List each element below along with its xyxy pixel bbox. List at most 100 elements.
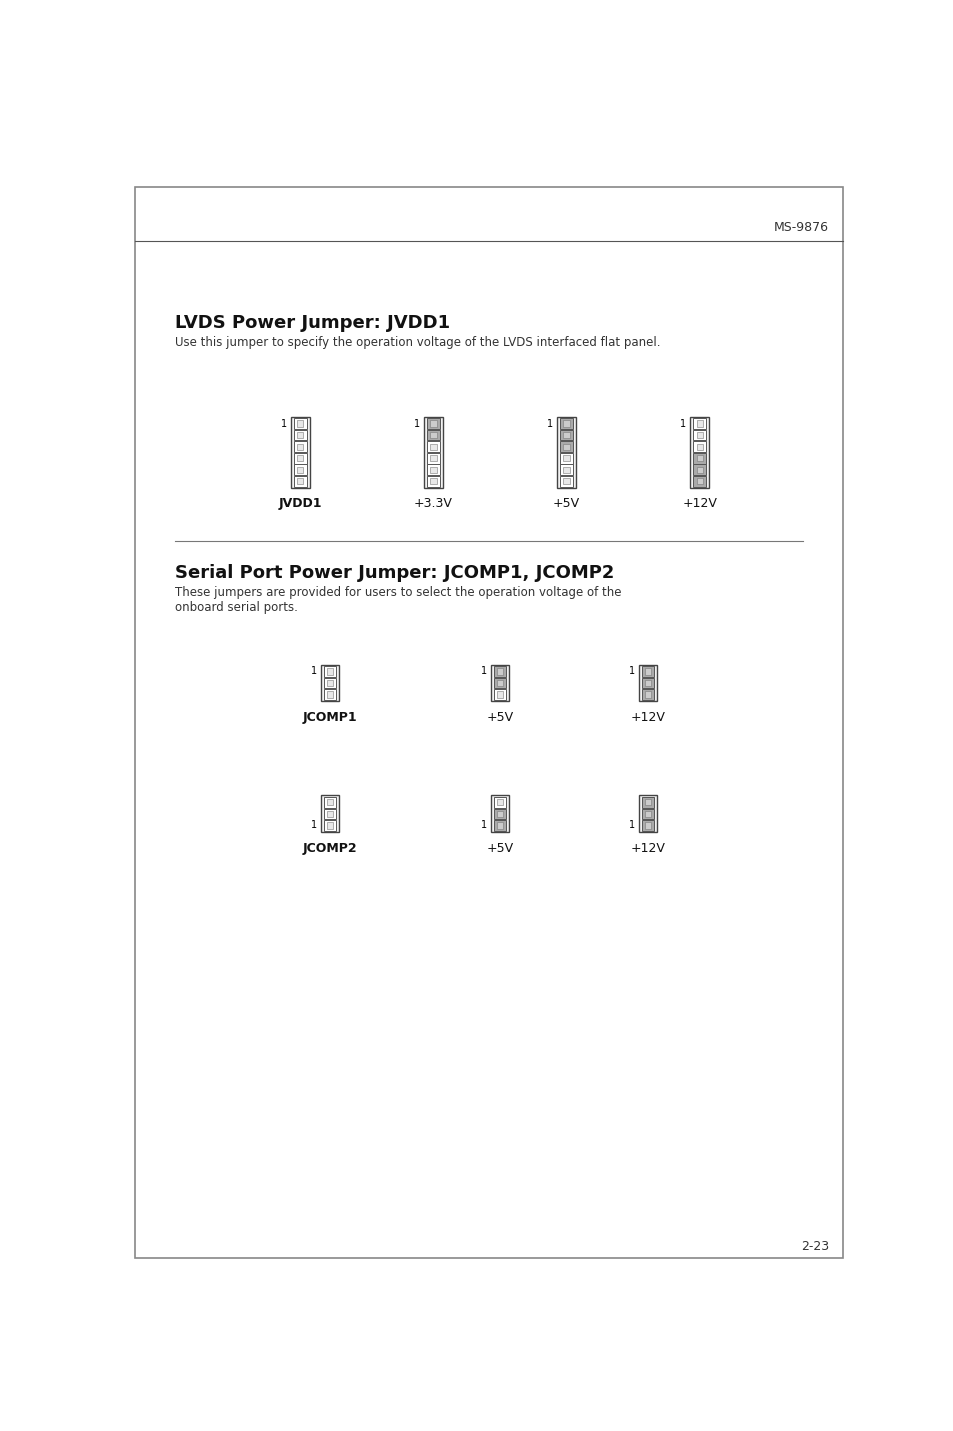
Bar (323, 820, 335, 831)
Bar (563, 444, 569, 449)
Text: 1: 1 (480, 820, 486, 830)
Bar (424, 416, 442, 488)
Text: 1: 1 (311, 667, 316, 677)
Text: These jumpers are provided for users to select the operation voltage of the
onbo: These jumpers are provided for users to … (174, 585, 621, 614)
Bar (494, 820, 506, 831)
Bar (497, 680, 502, 685)
Bar (490, 796, 509, 833)
Bar (641, 797, 654, 807)
Bar (497, 800, 502, 806)
Bar (494, 690, 506, 700)
Text: JCOMP1: JCOMP1 (302, 711, 357, 724)
Bar (327, 668, 333, 674)
Bar (693, 464, 705, 475)
Bar (559, 464, 572, 475)
Bar (323, 665, 335, 677)
Bar (696, 421, 702, 426)
Bar (641, 678, 654, 688)
Bar (323, 797, 335, 807)
Text: +5V: +5V (486, 711, 513, 724)
Bar (644, 811, 650, 817)
Bar (297, 478, 303, 484)
Bar (641, 690, 654, 700)
Text: 1: 1 (281, 418, 287, 428)
Bar (644, 800, 650, 806)
Bar (563, 455, 569, 461)
Bar (430, 444, 436, 449)
Bar (294, 441, 306, 452)
Bar (294, 464, 306, 475)
Bar (563, 478, 569, 484)
Bar (559, 418, 572, 429)
Text: +12V: +12V (681, 498, 717, 511)
Text: JCOMP2: JCOMP2 (302, 841, 357, 854)
Text: +12V: +12V (630, 711, 664, 724)
Bar (563, 421, 569, 426)
Text: +12V: +12V (630, 841, 664, 854)
Bar (696, 467, 702, 472)
Bar (693, 429, 705, 441)
Bar (559, 452, 572, 464)
Bar (494, 665, 506, 677)
Bar (696, 478, 702, 484)
Bar (427, 441, 439, 452)
Bar (327, 811, 333, 817)
Bar (696, 444, 702, 449)
Text: Use this jumper to specify the operation voltage of the LVDS interfaced flat pan: Use this jumper to specify the operation… (174, 336, 659, 349)
Bar (327, 680, 333, 685)
Bar (323, 809, 335, 820)
Bar (494, 797, 506, 807)
Bar (327, 691, 333, 698)
Bar (557, 416, 576, 488)
Bar (327, 800, 333, 806)
Text: LVDS Power Jumper: JVDD1: LVDS Power Jumper: JVDD1 (174, 315, 450, 332)
Bar (427, 418, 439, 429)
Text: 1: 1 (679, 418, 686, 428)
Bar (430, 432, 436, 438)
Bar (427, 464, 439, 475)
Text: +5V: +5V (486, 841, 513, 854)
Bar (494, 809, 506, 820)
Bar (644, 823, 650, 829)
Bar (559, 429, 572, 441)
Text: +3.3V: +3.3V (414, 498, 453, 511)
Text: +5V: +5V (553, 498, 579, 511)
Bar (291, 416, 310, 488)
Text: 1: 1 (311, 820, 316, 830)
Bar (497, 823, 502, 829)
Bar (323, 678, 335, 688)
Bar (320, 664, 339, 701)
Bar (559, 477, 572, 487)
Text: 1: 1 (628, 667, 634, 677)
Bar (563, 432, 569, 438)
Text: 1: 1 (414, 418, 420, 428)
Bar (320, 796, 339, 833)
Bar (644, 680, 650, 685)
Bar (696, 455, 702, 461)
Bar (323, 690, 335, 700)
Bar (490, 664, 509, 701)
Bar (559, 441, 572, 452)
Bar (294, 418, 306, 429)
Text: 1: 1 (480, 667, 486, 677)
Text: MS-9876: MS-9876 (773, 220, 828, 233)
Bar (427, 452, 439, 464)
Bar (638, 796, 657, 833)
Bar (644, 691, 650, 698)
Text: 1: 1 (547, 418, 553, 428)
Bar (427, 429, 439, 441)
Bar (497, 811, 502, 817)
Bar (641, 665, 654, 677)
Bar (693, 418, 705, 429)
Text: 2-23: 2-23 (801, 1241, 828, 1254)
Bar (430, 455, 436, 461)
Bar (294, 429, 306, 441)
Bar (690, 416, 708, 488)
Bar (693, 477, 705, 487)
Bar (297, 467, 303, 472)
Text: 1: 1 (628, 820, 634, 830)
Bar (297, 444, 303, 449)
Bar (430, 421, 436, 426)
Bar (327, 823, 333, 829)
Bar (497, 668, 502, 674)
